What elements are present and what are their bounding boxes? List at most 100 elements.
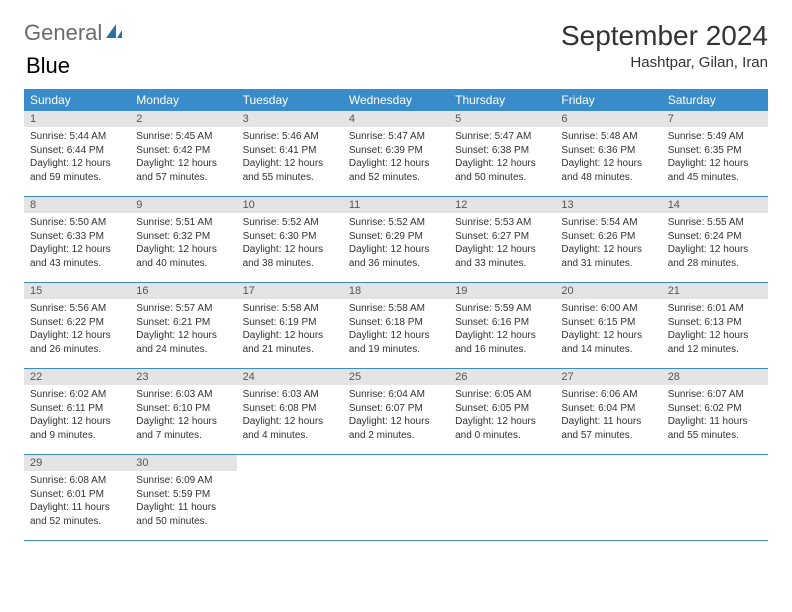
day-detail-line: Daylight: 12 hours (136, 415, 230, 429)
day-detail-line: Sunset: 6:36 PM (561, 144, 655, 158)
day-number: 26 (449, 369, 555, 385)
day-detail-line: Daylight: 12 hours (561, 243, 655, 257)
month-title: September 2024 (561, 20, 768, 52)
day-details: Sunrise: 5:59 AMSunset: 6:16 PMDaylight:… (449, 299, 555, 368)
day-detail-line: Daylight: 11 hours (668, 415, 762, 429)
day-detail-line: Daylight: 12 hours (561, 157, 655, 171)
day-detail-line: Daylight: 12 hours (455, 415, 549, 429)
day-detail-line: and 48 minutes. (561, 171, 655, 185)
day-number: 23 (130, 369, 236, 385)
day-detail-line: Sunset: 6:29 PM (349, 230, 443, 244)
day-detail-line: Sunrise: 5:48 AM (561, 130, 655, 144)
day-detail-line: and 36 minutes. (349, 257, 443, 271)
calendar-day-cell: 19Sunrise: 5:59 AMSunset: 6:16 PMDayligh… (449, 283, 555, 369)
day-detail-line: Sunset: 6:07 PM (349, 402, 443, 416)
day-details: Sunrise: 5:47 AMSunset: 6:38 PMDaylight:… (449, 127, 555, 196)
day-detail-line: Daylight: 12 hours (136, 243, 230, 257)
calendar-day-cell: 28Sunrise: 6:07 AMSunset: 6:02 PMDayligh… (662, 369, 768, 455)
day-detail-line: Daylight: 12 hours (136, 329, 230, 343)
day-detail-line: and 19 minutes. (349, 343, 443, 357)
day-details: Sunrise: 5:45 AMSunset: 6:42 PMDaylight:… (130, 127, 236, 196)
sail-icon (104, 20, 124, 46)
day-detail-line: Sunset: 6:42 PM (136, 144, 230, 158)
calendar-day-cell: 13Sunrise: 5:54 AMSunset: 6:26 PMDayligh… (555, 197, 661, 283)
day-detail-line: Sunset: 6:15 PM (561, 316, 655, 330)
day-number: 18 (343, 283, 449, 299)
day-details: Sunrise: 6:01 AMSunset: 6:13 PMDaylight:… (662, 299, 768, 368)
day-detail-line: Daylight: 12 hours (243, 415, 337, 429)
day-detail-line: Sunrise: 5:50 AM (30, 216, 124, 230)
day-details: Sunrise: 5:54 AMSunset: 6:26 PMDaylight:… (555, 213, 661, 282)
day-detail-line: Daylight: 12 hours (349, 329, 443, 343)
day-detail-line: and 59 minutes. (30, 171, 124, 185)
day-detail-line: and 52 minutes. (30, 515, 124, 529)
day-detail-line: Sunset: 6:44 PM (30, 144, 124, 158)
day-number: 21 (662, 283, 768, 299)
day-number: 11 (343, 197, 449, 213)
day-detail-line: and 57 minutes. (561, 429, 655, 443)
calendar-day-cell: 23 Sunrise: 6:03 AMSunset: 6:10 PMDayligh… (130, 369, 236, 455)
calendar-day-cell: 11Sunrise: 5:52 AMSunset: 6:29 PMDayligh… (343, 197, 449, 283)
day-detail-line: Daylight: 12 hours (243, 329, 337, 343)
calendar-day-cell: 7Sunrise: 5:49 AMSunset: 6:35 PMDaylight… (662, 111, 768, 197)
day-details: Sunrise: 5:47 AMSunset: 6:39 PMDaylight:… (343, 127, 449, 196)
day-number: 30 (130, 455, 236, 471)
day-details: Sunrise: 6:04 AMSunset: 6:07 PMDaylight:… (343, 385, 449, 454)
calendar-day-cell: 2Sunrise: 5:45 AMSunset: 6:42 PMDaylight… (130, 111, 236, 197)
calendar-week-row: 15Sunrise: 5:56 AMSunset: 6:22 PMDayligh… (24, 283, 768, 369)
day-detail-line: Sunset: 6:02 PM (668, 402, 762, 416)
day-details: Sunrise: 5:55 AMSunset: 6:24 PMDaylight:… (662, 213, 768, 282)
calendar-week-row: 8Sunrise: 5:50 AMSunset: 6:33 PMDaylight… (24, 197, 768, 283)
day-details: Sunrise: 6:02 AMSunset: 6:11 PMDaylight:… (24, 385, 130, 454)
day-details: Sunrise: 6:00 AMSunset: 6:15 PMDaylight:… (555, 299, 661, 368)
day-detail-line: Sunrise: 6:05 AM (455, 388, 549, 402)
day-detail-line: Sunrise: 5:46 AM (243, 130, 337, 144)
day-detail-line: Sunset: 6:13 PM (668, 316, 762, 330)
day-detail-line: Sunset: 6:10 PM (136, 402, 230, 416)
day-number: 22 (24, 369, 130, 385)
day-detail-line: and 0 minutes. (455, 429, 549, 443)
calendar-day-cell (555, 455, 661, 541)
day-detail-line: Daylight: 12 hours (136, 157, 230, 171)
day-detail-line: Sunset: 6:32 PM (136, 230, 230, 244)
day-detail-line: Daylight: 11 hours (561, 415, 655, 429)
day-detail-line: and 38 minutes. (243, 257, 337, 271)
day-detail-line: Daylight: 12 hours (349, 243, 443, 257)
day-detail-line: Sunrise: 6:03 AM (136, 388, 230, 402)
day-detail-line: Sunrise: 6:04 AM (349, 388, 443, 402)
calendar-week-row: 22Sunrise: 6:02 AMSunset: 6:11 PMDayligh… (24, 369, 768, 455)
day-detail-line: Sunrise: 6:09 AM (136, 474, 230, 488)
day-detail-line: Sunrise: 6:06 AM (561, 388, 655, 402)
calendar-day-cell: 22Sunrise: 6:02 AMSunset: 6:11 PMDayligh… (24, 369, 130, 455)
calendar-day-cell: 25Sunrise: 6:04 AMSunset: 6:07 PMDayligh… (343, 369, 449, 455)
calendar-page: General September 2024 Hashtpar, Gilan, … (0, 0, 792, 561)
day-number: 8 (24, 197, 130, 213)
day-detail-line: and 24 minutes. (136, 343, 230, 357)
calendar-day-cell: 16Sunrise: 5:57 AMSunset: 6:21 PMDayligh… (130, 283, 236, 369)
day-detail-line: and 52 minutes. (349, 171, 443, 185)
title-block: September 2024 Hashtpar, Gilan, Iran (561, 20, 768, 71)
day-detail-line: Sunrise: 6:07 AM (668, 388, 762, 402)
day-number: 15 (24, 283, 130, 299)
day-detail-line: and 26 minutes. (30, 343, 124, 357)
day-detail-line: Sunset: 5:59 PM (136, 488, 230, 502)
day-number: 17 (237, 283, 343, 299)
weekday-header: Monday (130, 89, 236, 111)
day-detail-line: Sunset: 6:19 PM (243, 316, 337, 330)
day-detail-line: Sunset: 6:27 PM (455, 230, 549, 244)
day-number: 19 (449, 283, 555, 299)
day-detail-line: Sunrise: 5:44 AM (30, 130, 124, 144)
day-detail-line: Sunset: 6:39 PM (349, 144, 443, 158)
day-detail-line: Daylight: 12 hours (668, 157, 762, 171)
day-number: 29 (24, 455, 130, 471)
calendar-day-cell: 27Sunrise: 6:06 AMSunset: 6:04 PMDayligh… (555, 369, 661, 455)
calendar-day-cell: 5Sunrise: 5:47 AMSunset: 6:38 PMDaylight… (449, 111, 555, 197)
day-number: 16 (130, 283, 236, 299)
day-detail-line: and 55 minutes. (243, 171, 337, 185)
calendar-week-row: 1 Sunrise: 5:44 AMSunset: 6:44 PM Daylight… (24, 111, 768, 197)
day-number: 1 (24, 111, 130, 127)
day-detail-line: Sunrise: 5:51 AM (136, 216, 230, 230)
day-details: Sunrise: 5:50 AMSunset: 6:33 PMDaylight:… (24, 213, 130, 282)
day-detail-line: and 57 minutes. (136, 171, 230, 185)
day-details: Sunrise: 5:49 AMSunset: 6:35 PMDaylight:… (662, 127, 768, 196)
